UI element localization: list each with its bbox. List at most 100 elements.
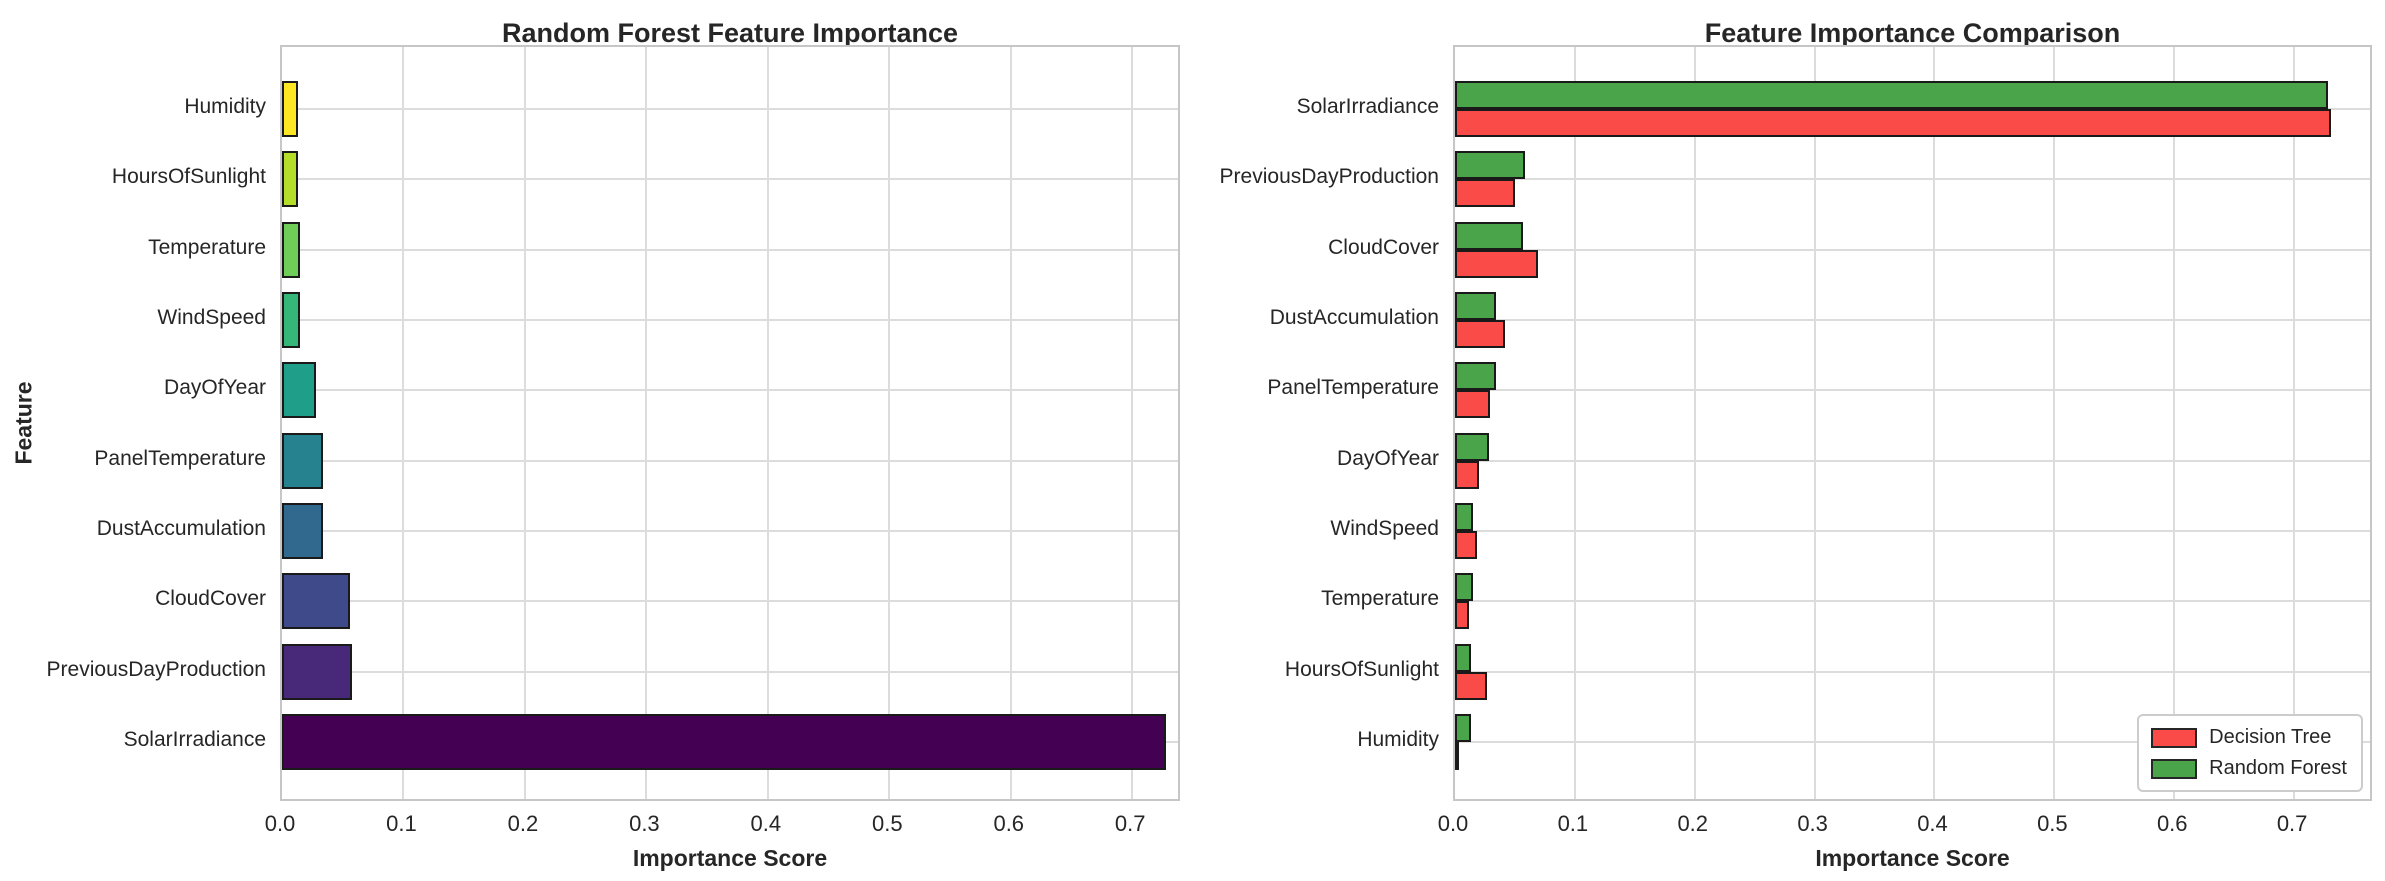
- x-gridline: [402, 47, 405, 799]
- y-tick-label-day-of-year: DayOfYear: [1337, 446, 1439, 470]
- bar-random-forest-cloud-cover: [1455, 221, 1524, 250]
- x-tick-label: 0.2: [507, 811, 539, 836]
- y-tick-label-dust-accumulation: DustAccumulation: [96, 516, 266, 540]
- y-tick-label-humidity: Humidity: [184, 95, 266, 118]
- legend-item-decision-tree: Decision Tree: [2151, 726, 2347, 749]
- y-tick-label-solar-irradiance: SolarIrradiance: [1296, 95, 1439, 118]
- bar-decision-tree-wind-speed: [1455, 530, 1477, 559]
- y-tick-label-cloud-cover: CloudCover: [1328, 235, 1439, 259]
- bar-random-forest-panel-temperature: [1455, 362, 1496, 391]
- y-gridline: [282, 248, 1178, 251]
- y-tick-label-humidity: Humidity: [1357, 727, 1439, 751]
- bar-cloud-cover: [282, 573, 351, 630]
- bar-random-forest-wind-speed: [1455, 502, 1473, 531]
- x-gridline: [766, 47, 769, 799]
- y-gridline: [282, 529, 1178, 532]
- y-gridline: [1455, 248, 2370, 251]
- y-gridline: [1455, 600, 2370, 603]
- bar-random-forest-humidity: [1455, 713, 1471, 742]
- bar-decision-tree-cloud-cover: [1455, 249, 1538, 278]
- y-tick-label-previous-day-production: PreviousDayProduction: [46, 657, 266, 681]
- y-gridline: [1455, 670, 2370, 673]
- y-tick-label-temperature: Temperature: [148, 235, 266, 259]
- y-gridline: [282, 108, 1178, 110]
- y-gridline: [1455, 318, 2370, 321]
- bar-random-forest-temperature: [1455, 573, 1473, 602]
- bar-dust-accumulation: [282, 502, 324, 559]
- x-tick-label: 0.5: [2037, 811, 2068, 836]
- y-gridline: [282, 670, 1178, 673]
- y-gridline: [282, 318, 1178, 321]
- bar-random-forest-dust-accumulation: [1455, 291, 1496, 320]
- x-gridline: [1131, 47, 1134, 799]
- y-tick-label-temperature: Temperature: [1321, 587, 1439, 611]
- bar-decision-tree-temperature: [1455, 601, 1470, 630]
- bar-decision-tree-day-of-year: [1455, 460, 1479, 489]
- y-gridline: [1455, 740, 2370, 743]
- bar-random-forest-hours-of-sunlight: [1455, 643, 1471, 672]
- legend-swatch-random-forest: [2151, 758, 2198, 779]
- bar-decision-tree-solar-irradiance: [1455, 109, 2332, 137]
- bar-hours-of-sunlight: [282, 151, 298, 208]
- y-tick-label-solar-irradiance: SolarIrradiance: [123, 727, 266, 751]
- left-chart-title: Random Forest Feature Importance: [501, 18, 959, 48]
- y-tick-label-dust-accumulation: DustAccumulation: [1269, 305, 1439, 329]
- y-gridline: [1455, 529, 2370, 532]
- x-tick-label: 0.1: [386, 811, 417, 836]
- bar-solar-irradiance: [282, 713, 1167, 770]
- bar-wind-speed: [282, 291, 301, 348]
- y-tick-label-hours-of-sunlight: HoursOfSunlight: [111, 165, 266, 189]
- legend-label-decision-tree: Decision Tree: [2209, 726, 2332, 748]
- legend-swatch-decision-tree: [2151, 727, 2198, 748]
- y-tick-label-panel-temperature: PanelTemperature: [1267, 376, 1439, 400]
- bar-day-of-year: [282, 362, 316, 419]
- y-tick-label-panel-temperature: PanelTemperature: [94, 446, 266, 470]
- left-plot-area: [280, 45, 1180, 801]
- bar-panel-temperature: [282, 432, 324, 489]
- bar-decision-tree-dust-accumulation: [1455, 319, 1506, 348]
- x-tick-label: 0.4: [1917, 811, 1948, 836]
- x-tick-label: 0.0: [1437, 811, 1469, 836]
- x-tick-label: 0.7: [2276, 811, 2308, 836]
- y-gridline: [282, 178, 1178, 181]
- y-tick-label-wind-speed: WindSpeed: [1330, 516, 1439, 540]
- y-gridline: [1455, 389, 2370, 392]
- y-tick-label-day-of-year: DayOfYear: [164, 376, 266, 400]
- x-tick-label: 0.3: [629, 811, 660, 836]
- y-gridline: [1455, 178, 2370, 181]
- x-tick-label: 0.6: [2156, 811, 2188, 836]
- bar-random-forest-day-of-year: [1455, 432, 1489, 461]
- right-chart-x-axis-title: Importance Score: [1815, 845, 2010, 871]
- y-tick-label-wind-speed: WindSpeed: [157, 305, 266, 329]
- y-tick-label-previous-day-production: PreviousDayProduction: [1219, 165, 1439, 189]
- bar-decision-tree-panel-temperature: [1455, 390, 1490, 419]
- x-tick-label: 0.2: [1677, 811, 1709, 836]
- x-tick-label: 0.4: [750, 811, 782, 836]
- y-gridline: [282, 600, 1178, 603]
- bar-random-forest-previous-day-production: [1455, 151, 1525, 180]
- legend: Decision Tree Random Forest: [2137, 714, 2363, 792]
- bar-random-forest-solar-irradiance: [1455, 81, 2328, 109]
- y-gridline: [282, 459, 1178, 462]
- y-tick-label-cloud-cover: CloudCover: [155, 587, 266, 611]
- bar-decision-tree-previous-day-production: [1455, 179, 1515, 208]
- right-chart-title: Feature Importance Comparison: [1704, 18, 2121, 48]
- x-tick-label: 0.6: [993, 811, 1025, 836]
- y-gridline: [282, 389, 1178, 392]
- x-tick-label: 0.5: [871, 811, 903, 836]
- x-gridline: [1573, 47, 1576, 799]
- x-gridline: [1009, 47, 1012, 799]
- bar-previous-day-production: [282, 643, 353, 700]
- bar-decision-tree-hours-of-sunlight: [1455, 671, 1488, 700]
- x-gridline: [1933, 47, 1936, 799]
- y-gridline: [1455, 459, 2370, 462]
- legend-item-random-forest: Random Forest: [2151, 757, 2347, 780]
- x-tick-label: 0.3: [1797, 811, 1828, 836]
- bar-decision-tree-humidity: [1455, 741, 1459, 770]
- x-gridline: [523, 47, 526, 799]
- x-tick-label: 0.7: [1114, 811, 1146, 836]
- x-tick-label: 0.0: [264, 811, 296, 836]
- legend-label-random-forest: Random Forest: [2209, 757, 2347, 779]
- right-plot-area: [1453, 45, 2372, 801]
- x-gridline: [2053, 47, 2056, 799]
